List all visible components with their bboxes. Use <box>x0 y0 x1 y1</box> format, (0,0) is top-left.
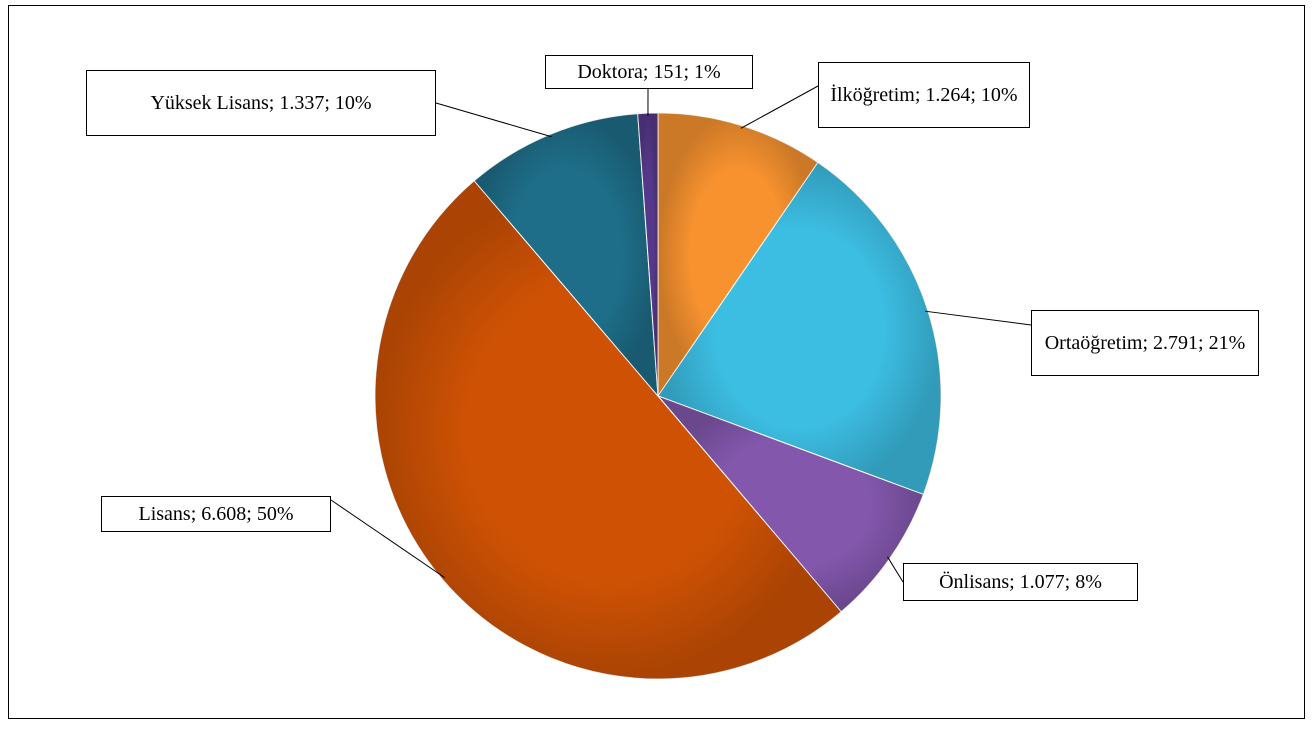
data-label: İlköğretim; 1.264; 10% <box>818 62 1030 128</box>
leader-line <box>887 556 904 583</box>
data-label: Ortaöğretim; 2.791; 21% <box>1031 310 1259 376</box>
leader-line <box>435 102 552 138</box>
data-label: Lisans; 6.608; 50% <box>101 496 331 532</box>
data-label: Önlisans; 1.077; 8% <box>903 563 1138 601</box>
leader-line <box>740 85 819 129</box>
leader-line <box>924 310 1032 326</box>
data-label: Doktora; 151; 1% <box>545 55 753 89</box>
data-label: Yüksek Lisans; 1.337; 10% <box>86 70 436 136</box>
leader-line <box>330 499 445 579</box>
chart-border <box>8 5 1305 719</box>
